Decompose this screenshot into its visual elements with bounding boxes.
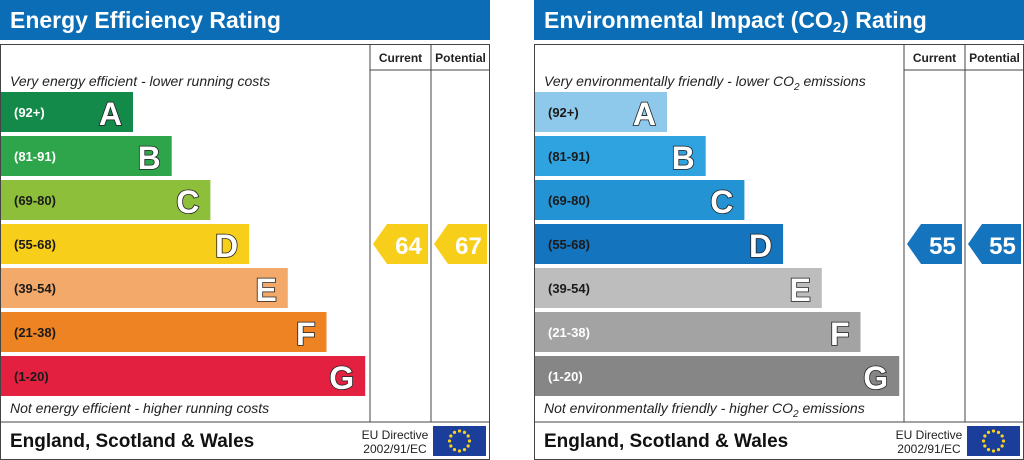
eu-flag-star (449, 444, 453, 448)
top-note: Very environmentally friendly - lower CO… (544, 73, 866, 93)
eu-flag-star (991, 429, 996, 433)
eu-flag-star (452, 448, 457, 452)
footer-region: England, Scotland & Wales (544, 431, 788, 452)
band-range-d: (55-68) (548, 237, 590, 252)
band-bar-f (535, 312, 861, 352)
band-bar-g (535, 356, 900, 396)
eu-flag-star (457, 429, 462, 433)
footer-directive-line1: EU Directive (362, 428, 429, 442)
band-bar-c (1, 180, 211, 220)
footer-directive-line2: 2002/91/EC (897, 442, 961, 456)
band-range-e: (39-54) (14, 281, 56, 296)
band-letter-b: B (138, 140, 161, 176)
band-letter-f: F (296, 316, 316, 352)
eu-flag-star (996, 448, 1001, 452)
band-range-d: (55-68) (14, 237, 56, 252)
eu-flag-star (986, 448, 991, 452)
eu-flag-star (1000, 434, 1004, 438)
band-range-f: (21-38) (14, 325, 56, 340)
top-note: Very energy efficient - lower running co… (10, 73, 270, 89)
eu-flag-star (447, 439, 452, 443)
band-letter-c: C (710, 184, 733, 220)
eu-flag-star (449, 434, 453, 438)
band-range-b: (81-91) (548, 149, 590, 164)
band-bar-b (535, 136, 706, 176)
column-header-potential: Potential (969, 51, 1020, 65)
eu-flag-star (462, 430, 467, 434)
band-range-a: (92+) (14, 105, 45, 120)
band-range-a: (92+) (548, 105, 579, 120)
eu-flag-star (996, 430, 1001, 434)
column-header-current: Current (913, 51, 956, 65)
footer-directive-line1: EU Directive (896, 428, 963, 442)
eu-flag-star (466, 434, 470, 438)
band-range-b: (81-91) (14, 149, 56, 164)
band-bar-e (1, 268, 288, 308)
eu-flag-star (466, 444, 470, 448)
bottom-note: Not environmentally friendly - higher CO… (544, 400, 865, 420)
band-bar-g (1, 356, 366, 396)
eu-flag-star (452, 430, 457, 434)
potential-rating-value: 67 (455, 233, 482, 260)
bottom-note: Not energy efficient - higher running co… (10, 400, 269, 416)
energy-efficiency-panel: Energy Efficiency Rating Current Potentia… (0, 0, 490, 460)
band-letter-d: D (749, 228, 772, 264)
band-range-f: (21-38) (548, 325, 590, 340)
eu-flag-star (991, 449, 996, 453)
eu-flag-star (462, 448, 467, 452)
current-rating-value: 55 (929, 233, 956, 260)
potential-rating-value: 55 (989, 233, 1016, 260)
band-bar-c (535, 180, 745, 220)
eu-flag-star (1001, 439, 1006, 443)
environmental-impact-panel: Environmental Impact (CO2) Rating Curren… (534, 0, 1024, 460)
environmental-title-main: Environmental Impact (CO (544, 7, 833, 33)
footer-directive-line2: 2002/91/EC (363, 442, 427, 456)
eu-flag-star (986, 430, 991, 434)
band-range-g: (1-20) (548, 369, 583, 384)
current-rating-arrow (907, 224, 962, 264)
band-range-c: (69-80) (548, 193, 590, 208)
band-range-c: (69-80) (14, 193, 56, 208)
band-bar-b (1, 136, 172, 176)
band-range-e: (39-54) (548, 281, 590, 296)
band-letter-a: A (99, 96, 122, 132)
band-letter-b: B (672, 140, 695, 176)
environmental-impact-chart: Current Potential Very environmentally fri… (534, 44, 1024, 460)
potential-rating-arrow (968, 224, 1021, 264)
band-letter-d: D (215, 228, 238, 264)
eu-flag-star (467, 439, 472, 443)
band-letter-e: E (255, 272, 276, 308)
band-bar-a (535, 92, 667, 132)
energy-efficiency-title: Energy Efficiency Rating (0, 0, 490, 40)
environmental-impact-title: Environmental Impact (CO2) Rating (534, 0, 1024, 40)
potential-rating-arrow (434, 224, 487, 264)
energy-efficiency-chart: Current Potential Very energy efficient - … (0, 44, 490, 460)
band-letter-g: G (329, 360, 354, 396)
column-header-current: Current (379, 51, 422, 65)
eu-flag-star (457, 449, 462, 453)
band-bar-d (1, 224, 250, 264)
band-range-g: (1-20) (14, 369, 49, 384)
band-bar-f (1, 312, 327, 352)
eu-flag-star (983, 444, 987, 448)
current-rating-arrow (373, 224, 428, 264)
band-bar-d (535, 224, 784, 264)
band-bar-a (1, 92, 133, 132)
environmental-title-end: ) Rating (841, 7, 927, 33)
current-rating-value: 64 (395, 233, 422, 260)
band-letter-a: A (633, 96, 656, 132)
footer-region: England, Scotland & Wales (10, 431, 254, 452)
band-letter-f: F (830, 316, 850, 352)
band-letter-g: G (863, 360, 888, 396)
eu-flag-star (1000, 444, 1004, 448)
environmental-title-sub: 2 (832, 19, 842, 36)
band-bar-e (535, 268, 822, 308)
band-letter-e: E (789, 272, 810, 308)
eu-flag-star (981, 439, 986, 443)
band-letter-c: C (176, 184, 199, 220)
eu-flag-star (983, 434, 987, 438)
column-header-potential: Potential (435, 51, 486, 65)
